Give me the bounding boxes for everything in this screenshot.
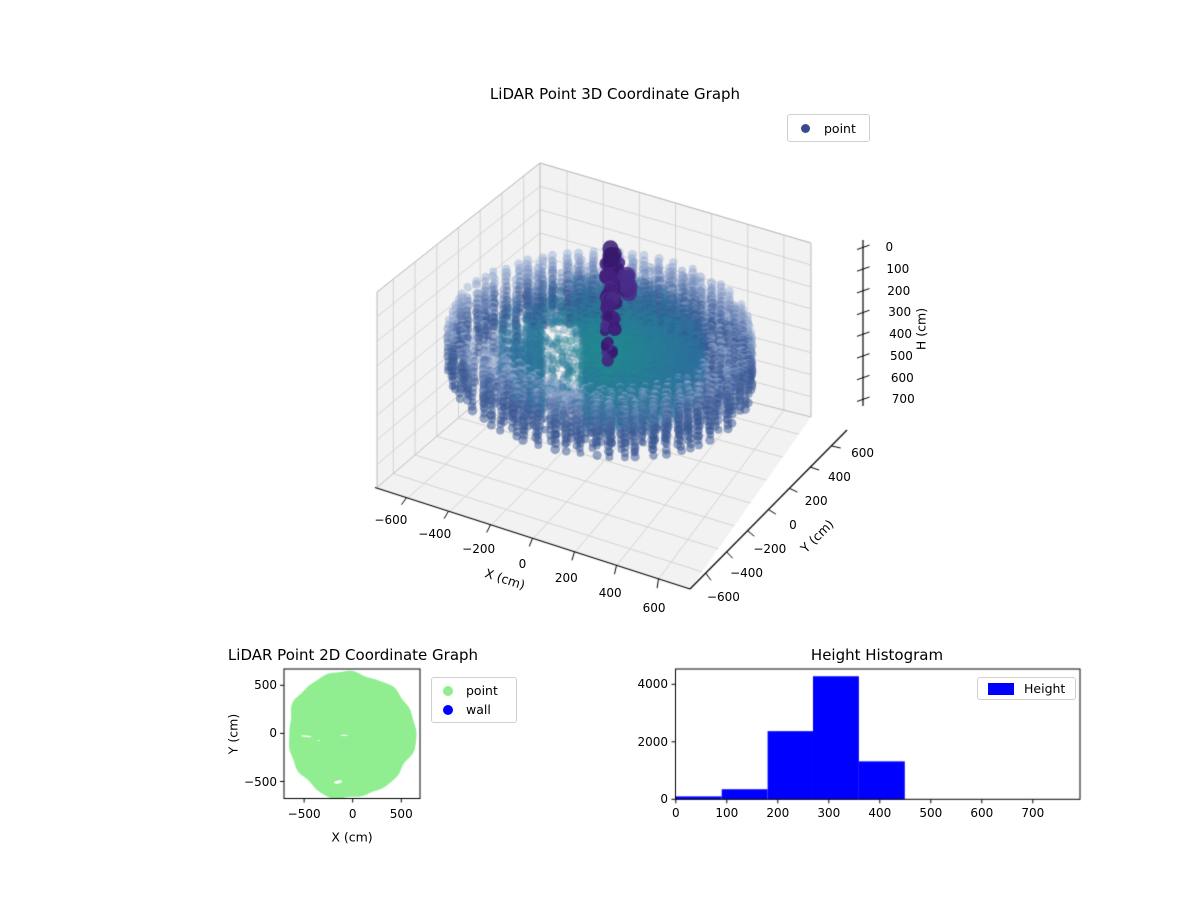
plot2d-y-tick-label: 0 — [269, 726, 277, 741]
plot3d-legend-label: point — [824, 120, 856, 136]
histogram-x-tick-label: 500 — [919, 806, 943, 820]
plot3d-title: LiDAR Point 3D Coordinate Graph — [489, 85, 741, 103]
plot3d-h-tick-label: 0 — [885, 240, 894, 255]
histogram-x-tick-label: 0 — [671, 806, 680, 820]
plot3d-h-tick-label: 500 — [890, 348, 913, 363]
plot3d-x-tick-label: −200 — [462, 542, 496, 557]
histogram-title: Height Histogram — [810, 646, 944, 664]
plot3d-h-tick-label: 700 — [891, 392, 915, 407]
plot3d-x-tick-label: 0 — [518, 556, 527, 571]
histogram-legend: Height — [977, 677, 1077, 700]
plot3d-legend: point — [787, 114, 870, 142]
legend-point-marker-icon — [443, 685, 453, 696]
plot2d-y-axis-label: Y (cm) — [225, 713, 241, 755]
plot3d-h-tick-label: 300 — [888, 305, 912, 320]
histogram-x-tick-label: 700 — [1021, 806, 1045, 820]
plot3d-h-tick-label: 400 — [889, 327, 912, 342]
plot2d-y-tick-label: −500 — [244, 774, 277, 789]
plot3d-x-tick-label: 600 — [642, 600, 666, 615]
plot3d-z-axis-label: H (cm) — [913, 307, 929, 351]
plot3d-y-tick-label: 400 — [827, 470, 851, 484]
histogram-legend-label: Height — [1024, 681, 1066, 696]
plot3d-x-tick-label: −600 — [374, 512, 408, 527]
plot3d-y-tick-label: −400 — [730, 566, 764, 580]
plot3d-h-tick-label: 600 — [890, 370, 914, 385]
legend-row-point: point — [443, 683, 505, 698]
histogram-x-tick-label: 200 — [766, 806, 790, 820]
point-marker-icon — [801, 123, 810, 133]
plot3d-x-tick-label: −400 — [418, 527, 452, 542]
plot2d-legend-point-label: point — [466, 683, 498, 698]
height-swatch-icon — [988, 682, 1014, 695]
plot2d-x-tick-label: 500 — [389, 807, 413, 821]
plot3d-y-tick-label: 200 — [804, 494, 828, 508]
plot2d-legend-wall-label: wall — [466, 702, 491, 717]
plot2d-y-tick-label: 500 — [254, 678, 277, 693]
plot3d-h-tick-label: 100 — [886, 262, 910, 276]
plot3d-h-tick-label: 200 — [887, 283, 911, 298]
plot2d-x-axis-label: X (cm) — [331, 829, 373, 845]
plot3d-y-tick-label: 0 — [789, 518, 797, 532]
histogram-y-tick-label: 0 — [660, 792, 668, 807]
legend-row-wall: wall — [443, 702, 505, 717]
legend-wall-marker-icon — [443, 704, 453, 715]
plot2d-x-tick-label: −500 — [287, 807, 321, 821]
plot2d-x-tick-label: 0 — [348, 807, 357, 821]
histogram-x-tick-label: 100 — [715, 806, 739, 820]
histogram-y-tick-label: 4000 — [637, 677, 668, 692]
plot2d-title: LiDAR Point 2D Coordinate Graph — [227, 646, 479, 664]
plot3d-x-tick-label: 400 — [598, 586, 622, 601]
histogram-x-tick-label: 300 — [817, 806, 841, 820]
plot3d-y-tick-label: −600 — [706, 590, 740, 604]
plot3d-y-tick-label: 600 — [851, 446, 875, 460]
plot2d-legend: point wall — [431, 677, 517, 723]
plot3d-y-tick-label: −200 — [753, 542, 787, 556]
histogram-x-tick-label: 400 — [868, 806, 892, 820]
histogram-y-tick-label: 2000 — [637, 734, 668, 749]
histogram-x-tick-label: 600 — [970, 806, 994, 820]
plot3d-x-tick-label: 200 — [554, 571, 578, 586]
